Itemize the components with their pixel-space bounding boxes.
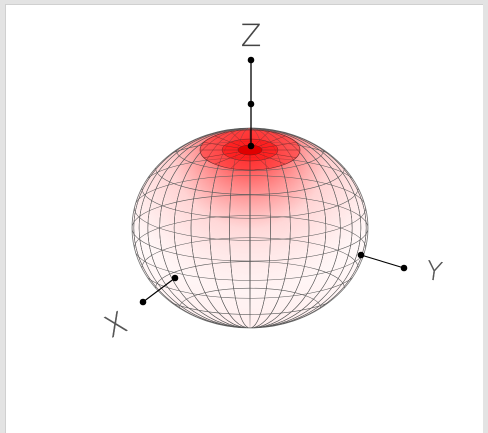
y-axis-start-point (357, 251, 365, 259)
dimple-spoke-line (230, 154, 246, 169)
x-axis-endpoint (139, 298, 147, 306)
dimple-spoke-line (203, 142, 239, 149)
y-axis-label: Y (424, 256, 444, 288)
mesh-latitude-line (132, 194, 368, 262)
surface-body (131, 127, 369, 329)
mesh-longitude-line (147, 128, 353, 328)
z-axis-tick (247, 100, 255, 108)
z-axis-endpoint (247, 56, 255, 64)
mesh-longitude-line (133, 128, 367, 328)
dimple-spoke-line (258, 135, 286, 147)
z-axis: Z (241, 19, 262, 150)
x-axis-label: X (99, 305, 132, 345)
mesh-longitude-line (249, 128, 251, 328)
y-axis-endpoint (400, 264, 408, 272)
pole-dimple (199, 129, 301, 171)
z-axis-label: Z (241, 19, 262, 54)
dimple-spoke-line (254, 154, 270, 169)
surface-mesh (132, 128, 368, 328)
z-axis-origin-point (247, 142, 255, 150)
mesh-longitude-line (173, 128, 327, 328)
dimple-spoke-line (230, 131, 246, 146)
x-axis-start-point (171, 274, 179, 282)
dimple-spoke-line (214, 153, 242, 165)
dimple-spoke-line (261, 151, 297, 158)
dimple-spoke-line (254, 131, 270, 146)
dimple-spoke-line (261, 142, 297, 149)
mesh-longitude-line (190, 128, 310, 328)
dimple-spoke-line (214, 135, 242, 147)
dimple-spoke-line (203, 151, 239, 158)
mesh-longitude-line (209, 128, 291, 328)
mesh-longitude-line (138, 128, 362, 328)
mesh-longitude-line (229, 128, 271, 328)
dimple-spoke-line (258, 153, 286, 165)
x-axis: X (99, 274, 179, 346)
y-axis: Y (357, 251, 444, 288)
mesh-longitude-line (159, 128, 341, 328)
